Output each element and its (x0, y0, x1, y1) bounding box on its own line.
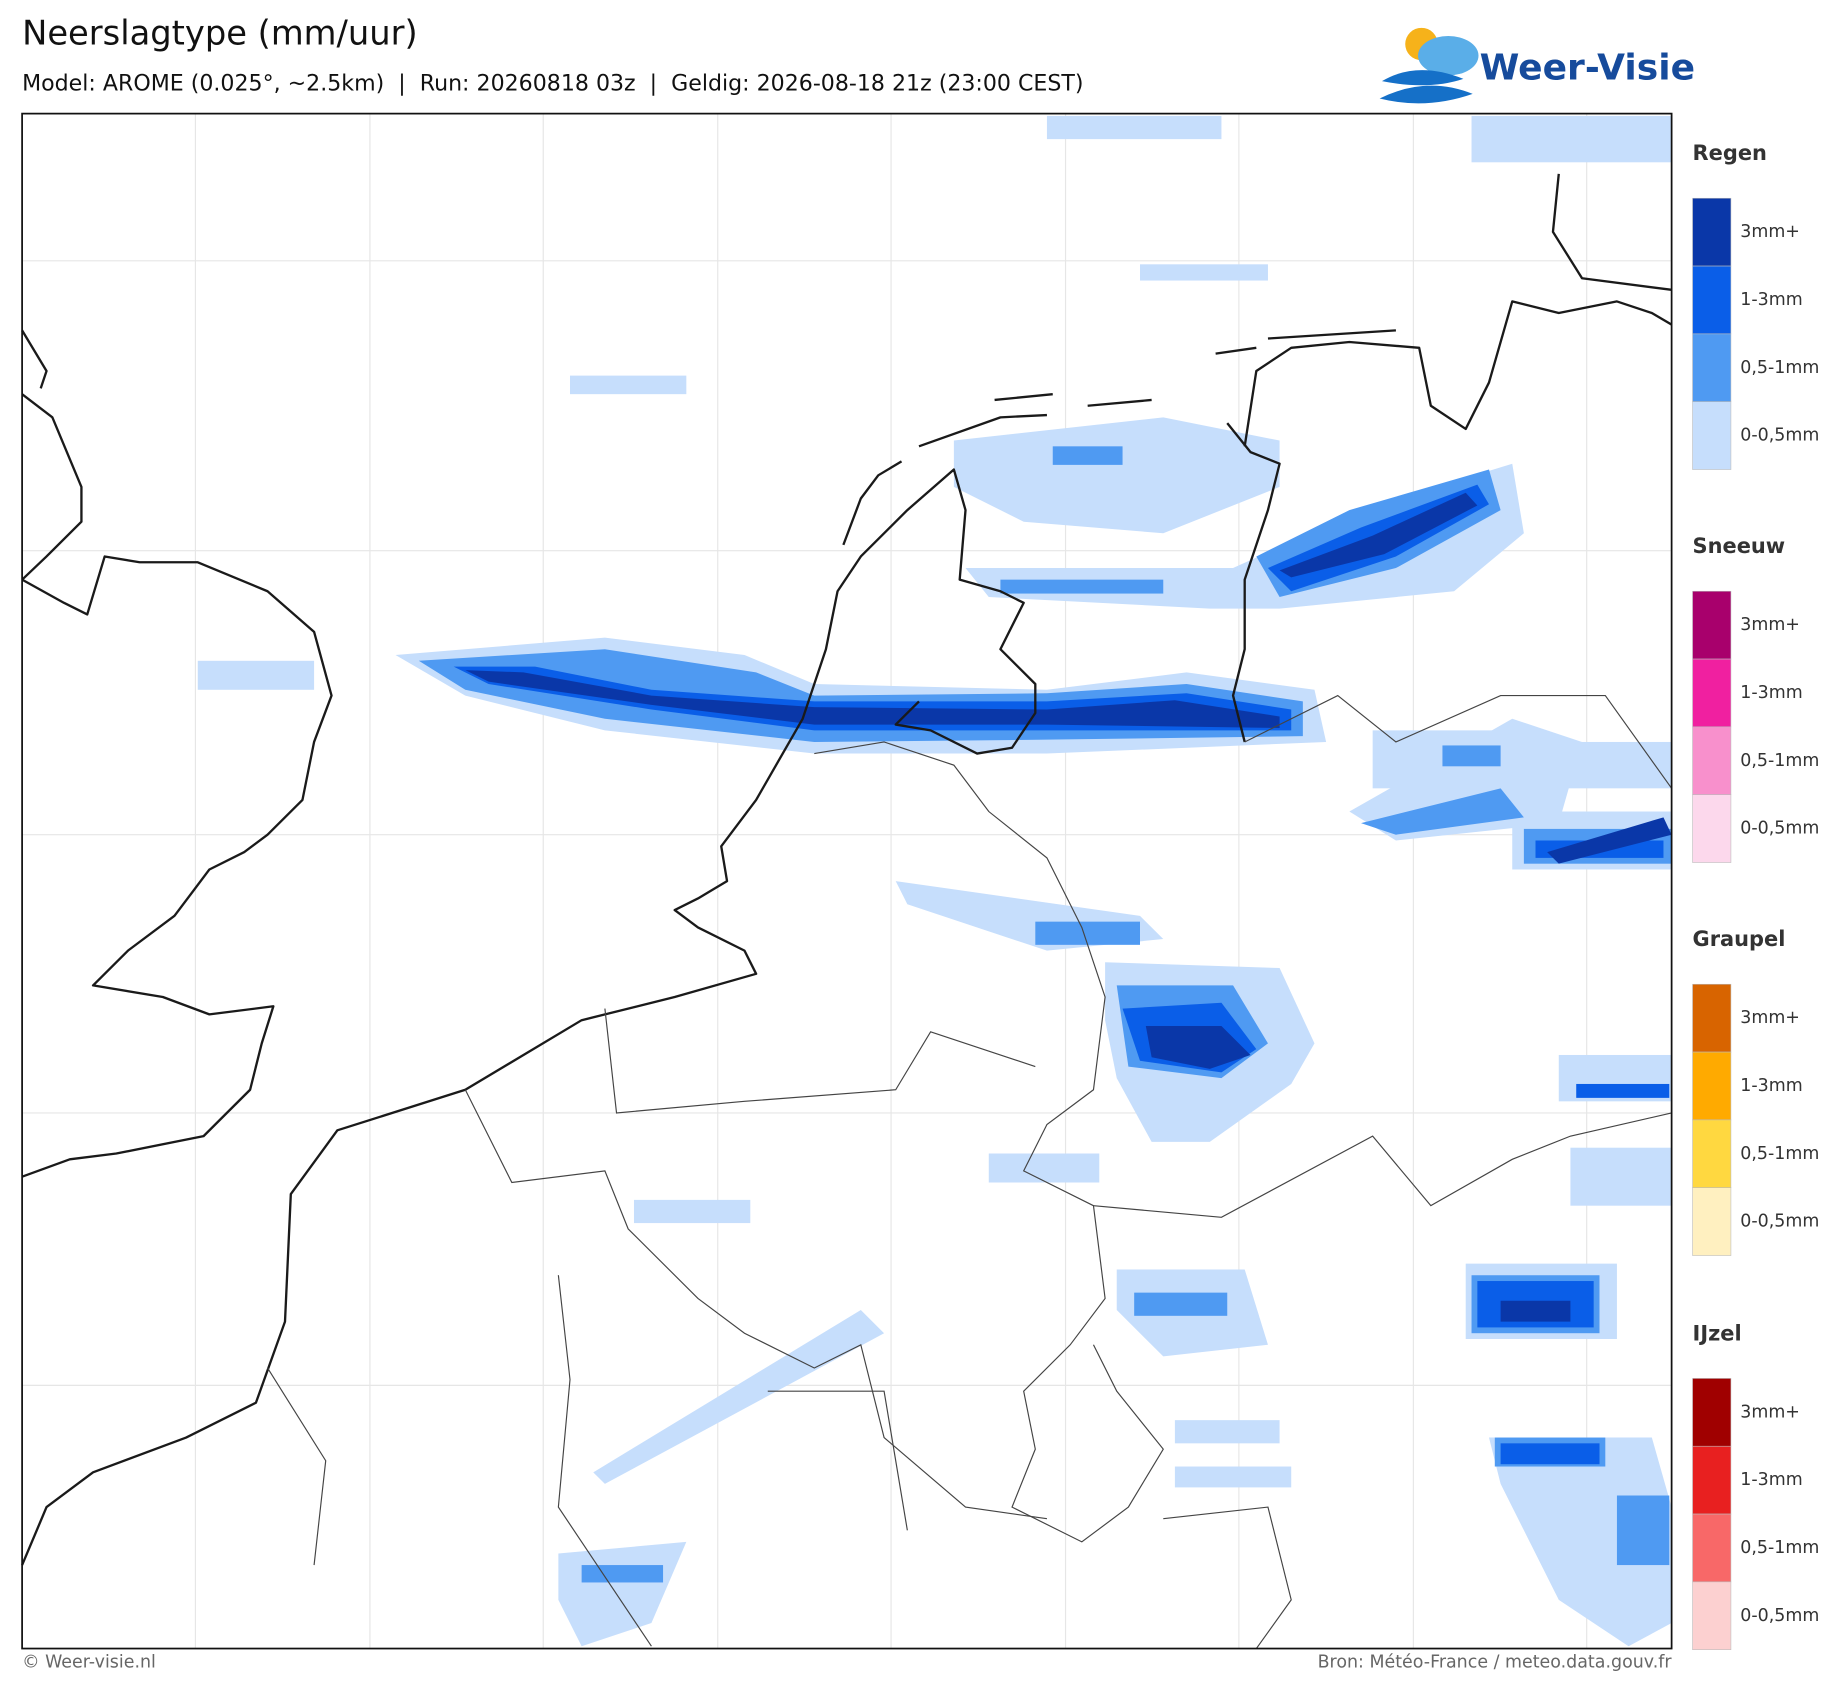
legend-label: 0,5-1mm (1740, 358, 1819, 378)
grid (22, 113, 1672, 1649)
legend-label: 0,5-1mm (1740, 1144, 1819, 1164)
legend-label: 1-3mm (1740, 683, 1802, 703)
logo: Weer-Visie (1379, 27, 1695, 104)
legend-label: 0-0,5mm (1740, 1212, 1819, 1232)
legend-label: 1-3mm (1740, 1470, 1802, 1490)
legend-swatch (1692, 401, 1732, 470)
legend-label: 0-0,5mm (1740, 426, 1819, 446)
precipitation (197, 115, 1672, 1647)
legend-swatch (1692, 1119, 1732, 1189)
logo-text: Weer-Visie (1480, 48, 1695, 89)
subtitle: Model: AROME (0.025°, ~2.5km) | Run: 202… (22, 72, 1083, 97)
legend-swatch (1692, 658, 1732, 728)
legend-swatch (1692, 726, 1732, 795)
legend-label: 3mm+ (1740, 1008, 1800, 1028)
legend-swatch (1692, 1581, 1732, 1650)
legend-label: 3mm+ (1740, 222, 1800, 242)
legend-swatch (1692, 794, 1732, 863)
legend-swatch (1692, 983, 1732, 1053)
legend-label: 0,5-1mm (1740, 751, 1819, 771)
legend-swatch (1692, 1513, 1732, 1583)
legend-swatch (1692, 1187, 1732, 1256)
legend-swatch (1692, 333, 1732, 402)
legend-label: 3mm+ (1740, 1402, 1800, 1422)
legend-swatch (1692, 1445, 1732, 1515)
title: Neerslagtype (mm/uur) (22, 13, 418, 52)
legend-swatch (1692, 197, 1732, 267)
legend-title: Sneeuw (1693, 534, 1786, 558)
map (21, 112, 1673, 1650)
legend-label: 3mm+ (1740, 615, 1800, 635)
legend-label: 1-3mm (1740, 290, 1802, 310)
legend-title: Regen (1693, 141, 1767, 165)
legend-title: Graupel (1693, 927, 1786, 951)
legend-label: 1-3mm (1740, 1076, 1802, 1096)
legend-swatch (1692, 265, 1732, 335)
footer-left: © Weer-visie.nl (22, 1652, 156, 1672)
legend-swatch (1692, 1378, 1732, 1447)
legend-label: 0-0,5mm (1740, 1606, 1819, 1626)
legend-label: 0,5-1mm (1740, 1538, 1819, 1558)
legend-swatch (1692, 1051, 1732, 1121)
coastlines (21, 173, 1673, 1566)
legend-label: 0-0,5mm (1740, 819, 1819, 839)
legend: Regen 3mm+ 1-3mm 0,5-1mm 0-0,5mm Sneeuw 3mm+ 1-… (1692, 141, 1819, 1650)
footer-right: Bron: Météo-France / meteo.data.gouv.fr (1318, 1652, 1673, 1672)
legend-title: IJzel (1693, 1321, 1742, 1345)
borders (267, 694, 1673, 1649)
legend-swatch (1692, 590, 1732, 660)
